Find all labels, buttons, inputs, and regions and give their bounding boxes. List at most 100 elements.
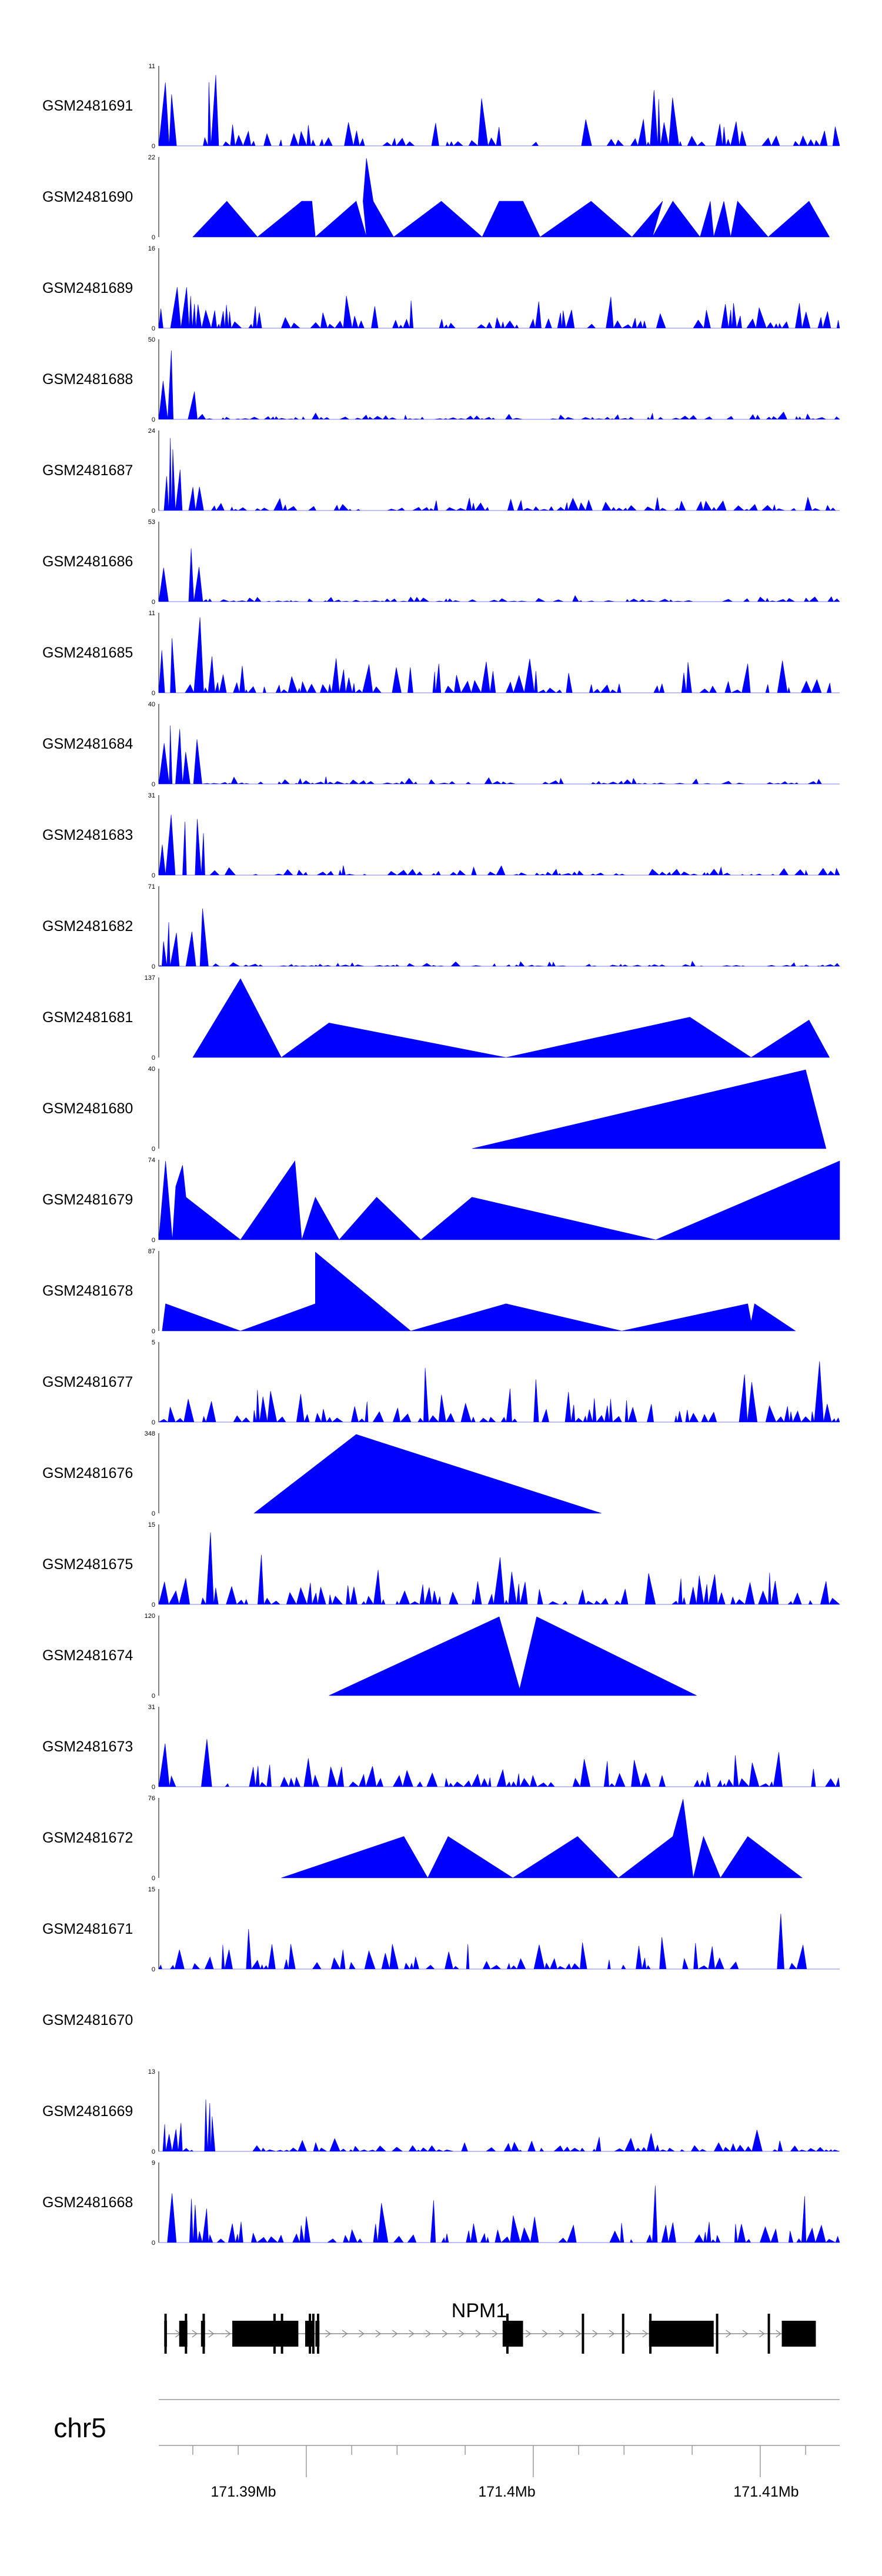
y-min-label: 0 xyxy=(152,1328,155,1335)
y-max-label: 53 xyxy=(148,519,155,526)
coverage-area xyxy=(158,908,840,967)
exon-boundary-marker xyxy=(280,2314,283,2354)
axis-tick-label: 171.4Mb xyxy=(478,2484,535,2500)
strand-arrow xyxy=(609,2330,615,2338)
track-GSM2481689: GSM2481689 16 0 xyxy=(42,245,840,332)
track-label: GSM2481669 xyxy=(42,2103,133,2120)
strand-arrow xyxy=(342,2330,348,2338)
strand-arrow xyxy=(726,2330,731,2338)
exon-boundary-marker xyxy=(767,2314,770,2354)
y-min-label: 0 xyxy=(152,599,155,606)
track-GSM2481669: GSM2481669 13 0 xyxy=(42,2068,840,2155)
coverage-area xyxy=(158,617,840,694)
track-GSM2481674: GSM2481674 120 0 xyxy=(42,1613,697,1700)
y-max-label: 16 xyxy=(148,245,155,252)
exon-boundary-marker xyxy=(316,2314,319,2354)
y-max-label: 13 xyxy=(148,2068,155,2076)
exon-block xyxy=(502,2321,523,2347)
exon-boundary-marker xyxy=(312,2314,315,2354)
coverage-area xyxy=(192,158,830,238)
coverage-area xyxy=(158,815,840,876)
coverage-area xyxy=(192,978,830,1058)
track-GSM2481672: GSM2481672 76 0 xyxy=(42,1795,803,1882)
exon-block xyxy=(232,2321,299,2347)
y-max-label: 31 xyxy=(148,792,155,799)
strand-arrow xyxy=(409,2330,415,2338)
y-max-label: 71 xyxy=(148,883,155,890)
y-max-label: 15 xyxy=(148,1886,155,1893)
track-GSM2481668: GSM2481668 9 0 xyxy=(42,2160,840,2247)
track-GSM2481681: GSM2481681 137 0 xyxy=(42,975,830,1062)
y-min-label: 0 xyxy=(152,1146,155,1153)
track-GSM2481680: GSM2481680 40 0 xyxy=(42,1066,827,1153)
y-min-label: 0 xyxy=(152,1419,155,1426)
track-label: GSM2481686 xyxy=(42,553,133,570)
y-min-label: 0 xyxy=(152,1966,155,1973)
strand-arrow xyxy=(542,2330,548,2338)
strand-arrow xyxy=(492,2330,498,2338)
track-GSM2481676: GSM2481676 348 0 xyxy=(42,1430,602,1517)
coverage-area xyxy=(159,438,840,512)
exon-boundary-marker xyxy=(649,2314,652,2354)
y-min-label: 0 xyxy=(152,508,155,515)
coverage-area xyxy=(158,1532,840,1606)
track-GSM2481673: GSM2481673 31 0 xyxy=(42,1704,840,1791)
coverage-area xyxy=(162,1252,796,1332)
coverage-tracks: GSM2481691110GSM2481690220GSM2481689160G… xyxy=(42,63,840,2247)
track-label: GSM2481684 xyxy=(42,736,133,752)
track-GSM2481670: GSM2481670 xyxy=(42,2012,133,2028)
y-min-label: 0 xyxy=(152,416,155,423)
strand-arrow xyxy=(192,2330,198,2338)
track-label: GSM2481683 xyxy=(42,827,133,843)
strand-arrow xyxy=(359,2330,365,2338)
exon-boundary-marker xyxy=(506,2314,509,2354)
track-GSM2481679: GSM2481679 74 0 xyxy=(42,1157,840,1244)
strand-arrow xyxy=(742,2330,749,2338)
exon-boundary-marker xyxy=(273,2314,276,2354)
gene-name-label: NPM1 xyxy=(452,2300,507,2322)
coverage-area xyxy=(158,75,840,147)
track-label: GSM2481679 xyxy=(42,1192,133,1208)
coverage-area xyxy=(158,548,840,602)
y-min-label: 0 xyxy=(152,143,155,150)
y-min-label: 0 xyxy=(152,963,155,970)
y-max-label: 74 xyxy=(148,1157,155,1164)
track-GSM2481683: GSM2481683 31 0 xyxy=(42,792,840,879)
track-label: GSM2481682 xyxy=(42,918,133,935)
exon-boundary-marker xyxy=(309,2314,312,2354)
coverage-area xyxy=(158,725,840,785)
strand-arrow xyxy=(559,2330,565,2338)
y-max-label: 40 xyxy=(148,701,155,708)
track-label: GSM2481674 xyxy=(42,1647,133,1664)
genome-axis: chr5 171.39Mb 171.4Mb 171.41Mb xyxy=(54,2399,840,2500)
strand-arrow xyxy=(375,2330,382,2338)
track-GSM2481671: GSM2481671 15 0 xyxy=(42,1886,840,1973)
y-max-label: 40 xyxy=(148,1066,155,1073)
track-label: GSM2481676 xyxy=(42,1465,133,1481)
exon-boundary-marker xyxy=(716,2314,719,2354)
strand-arrow xyxy=(575,2330,582,2338)
track-label: GSM2481685 xyxy=(42,645,133,661)
exon-boundary-marker xyxy=(185,2314,188,2354)
track-label: GSM2481678 xyxy=(42,1283,133,1299)
strand-arrow xyxy=(392,2330,398,2338)
y-max-label: 22 xyxy=(148,154,155,161)
strand-arrow xyxy=(626,2330,632,2338)
exon-boundary-marker xyxy=(202,2314,205,2354)
y-min-label: 0 xyxy=(152,1784,155,1791)
y-min-label: 0 xyxy=(152,2148,155,2155)
coverage-area xyxy=(158,1160,840,1240)
track-GSM2481675: GSM2481675 15 0 xyxy=(42,1521,840,1609)
y-min-label: 0 xyxy=(152,2240,155,2247)
exon-boundary-marker xyxy=(622,2314,624,2354)
y-min-label: 0 xyxy=(152,872,155,879)
axis-tick-label: 171.39Mb xyxy=(211,2484,276,2500)
track-label: GSM2481670 xyxy=(42,2012,133,2028)
track-label: GSM2481677 xyxy=(42,1374,133,1390)
track-label: GSM2481687 xyxy=(42,462,133,479)
strand-arrow xyxy=(776,2330,781,2338)
track-GSM2481678: GSM2481678 87 0 xyxy=(42,1248,796,1335)
y-min-label: 0 xyxy=(152,325,155,332)
y-min-label: 0 xyxy=(152,781,155,788)
coverage-area xyxy=(158,287,840,329)
